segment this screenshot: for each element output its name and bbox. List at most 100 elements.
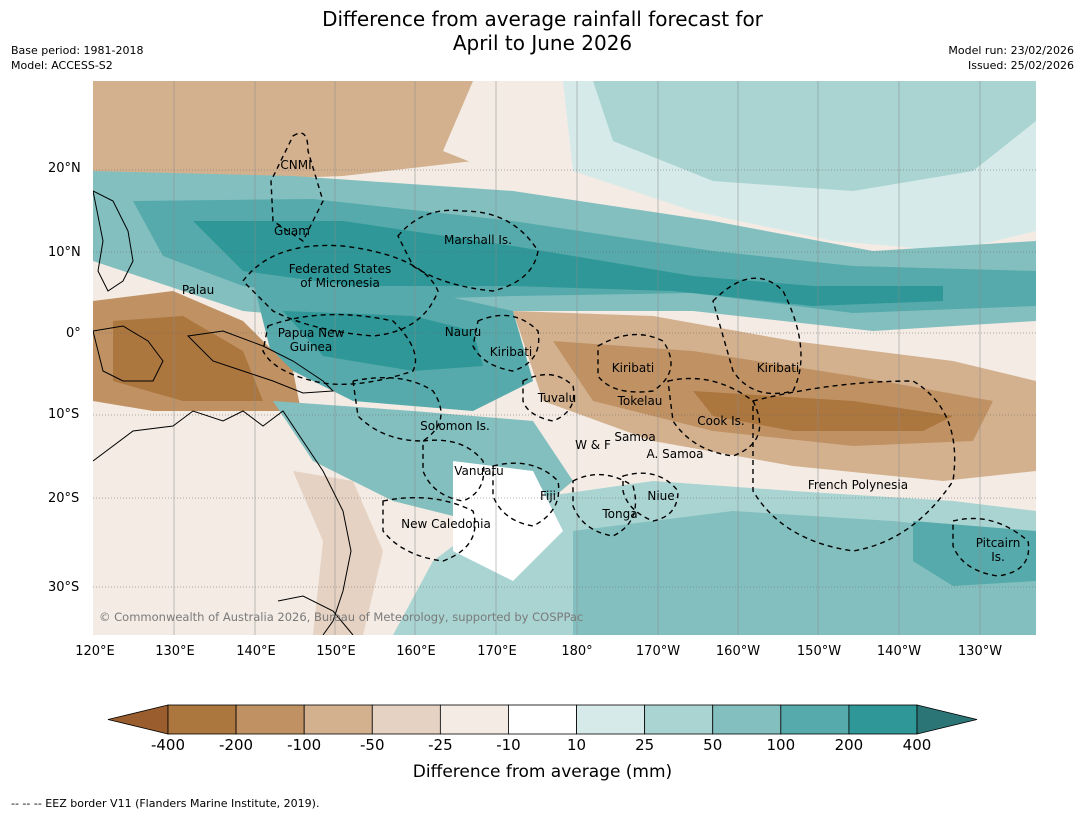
lat-label-20n: 20°N [48, 161, 81, 176]
model-name: Model: ACCESS-S2 [11, 59, 113, 72]
place-png-line2: Guinea [289, 340, 333, 354]
lat-label-20s: 20°S [48, 491, 80, 506]
lon-label-150w: 150°W [796, 644, 842, 659]
eez-niue [622, 472, 679, 522]
issued-date: Issued: 25/02/2026 [967, 59, 1074, 72]
lon-label-140e: 140°E [236, 644, 276, 659]
colorbar-box [848, 704, 918, 735]
place-fiji: Fiji [539, 489, 557, 503]
colorbar-tick-label: 25 [635, 736, 655, 754]
colorbar-tick-label: -25 [428, 736, 453, 754]
region-itcz-wet-3 [193, 221, 943, 306]
footer-eez-note: -- -- -- EEZ border V11 (Flanders Marine… [11, 797, 320, 810]
lon-label-170w: 170°W [635, 644, 681, 659]
meridians [173, 81, 981, 635]
eez-kiribati-line [712, 277, 802, 395]
place-guam: Guam [274, 224, 310, 238]
place-marshall: Marshall Is. [444, 233, 512, 247]
colorbar-tick-label: 50 [703, 736, 723, 754]
place-fsm-line1: Federated States [288, 262, 392, 276]
region-central-dry-3 [693, 391, 953, 431]
lon-label-130e: 130°E [155, 644, 195, 659]
eez-borders [242, 132, 1030, 577]
place-pitcairn-line2: Is. [991, 550, 1005, 564]
lon-label-160w: 160°W [715, 644, 761, 659]
colorbar-box [576, 704, 646, 735]
eez-new-caledonia [382, 497, 476, 562]
region-australia-east-dry [293, 471, 383, 635]
place-solomon: Solomon Is. [420, 419, 490, 433]
colorbar-tick-label: 200 [834, 736, 864, 754]
place-new-caledonia: New Caledonia [401, 517, 491, 531]
colorbar-tick-label: -10 [496, 736, 521, 754]
lon-label-170e: 170°E [477, 644, 517, 659]
lat-label-30s: 30°S [48, 580, 80, 595]
lon-label-130w: 130°W [957, 644, 1003, 659]
place-pitcairn-line1: Pitcairn [975, 536, 1021, 550]
region-west-dry-2 [113, 316, 263, 401]
region-south-neutral [453, 461, 563, 581]
place-fsm-line2: of Micronesia [300, 276, 380, 290]
colorbar [107, 704, 978, 735]
eez-vanuatu [422, 439, 485, 502]
colorbar-tick-label: 10 [566, 736, 587, 754]
eez-solomon [352, 377, 442, 442]
place-french-polynesia: French Polynesia [807, 478, 909, 492]
place-kiribati-line: Kiribati [756, 361, 800, 375]
eez-cook [667, 377, 761, 457]
region-north-east-wet-2 [593, 81, 1036, 191]
colorbar-tick-label: -400 [150, 736, 186, 754]
eez-french-polynesia [752, 380, 956, 552]
place-tuvalu: Tuvalu [537, 391, 577, 405]
eez-fiji [492, 462, 560, 527]
colorbar-tick-label: -200 [219, 736, 254, 754]
eez-fsm [242, 244, 439, 337]
colorbar-label: Difference from average (mm) [412, 762, 673, 782]
place-png-line1: Papua New [277, 326, 345, 340]
colorbar-box [508, 704, 577, 735]
chart-title: Difference from average rainfall forecas… [0, 7, 1085, 55]
region-north-dry [93, 81, 523, 181]
place-niue: Niue [647, 489, 675, 503]
map-canvas [93, 81, 1036, 635]
eez-tonga [572, 473, 637, 537]
lon-label-120e: 120°E [75, 644, 115, 659]
rainfall-map: CNMI Guam Marshall Is. Federated States … [93, 81, 1036, 635]
coast-indonesia [93, 325, 164, 382]
colorbar-tick-label: -50 [360, 736, 385, 754]
colorbar-box [235, 704, 305, 735]
place-kiribati-phoenix: Kiribati [611, 361, 655, 375]
colorbar-box [167, 704, 237, 735]
coastlines [93, 190, 354, 635]
place-tonga: Tonga [602, 507, 638, 521]
colorbar-extend-low [107, 704, 169, 735]
colorbar-box [371, 704, 441, 735]
colorbar-tick-label: 400 [902, 736, 932, 754]
eez-marshall [397, 209, 539, 292]
region-png-wet-2 [283, 311, 483, 371]
meta-left: Base period: 1981-2018 Model: ACCESS-S2 [11, 43, 143, 73]
eez-kiribati-west [472, 314, 540, 372]
lon-label-140w: 140°W [876, 644, 922, 659]
place-wf: W & F [575, 438, 611, 452]
coast-new-guinea [186, 330, 335, 394]
copyright-notice: © Commonwealth of Australia 2026, Bureau… [99, 610, 584, 624]
eez-png [262, 313, 417, 386]
place-cnmi: CNMI [280, 158, 312, 172]
coast-australia [93, 410, 352, 635]
colorbar-box [439, 704, 509, 735]
title-line-2: April to June 2026 [452, 31, 633, 55]
colorbar-box [780, 704, 850, 735]
place-samoa: Samoa [614, 430, 656, 444]
place-cook: Cook Is. [697, 414, 745, 428]
lon-label-160e: 160°E [396, 644, 436, 659]
meta-right: Model run: 23/02/2026 Issued: 25/02/2026 [948, 43, 1074, 73]
lon-label-180: 180° [561, 644, 593, 659]
colorbar-box [712, 704, 782, 735]
eez-cnmi [270, 132, 324, 243]
model-run: Model run: 23/02/2026 [948, 44, 1074, 57]
eez-tuvalu [522, 373, 575, 422]
place-vanuatu: Vanuatu [454, 464, 504, 478]
colorbar-box [303, 704, 373, 735]
lon-label-150e: 150°E [316, 644, 356, 659]
